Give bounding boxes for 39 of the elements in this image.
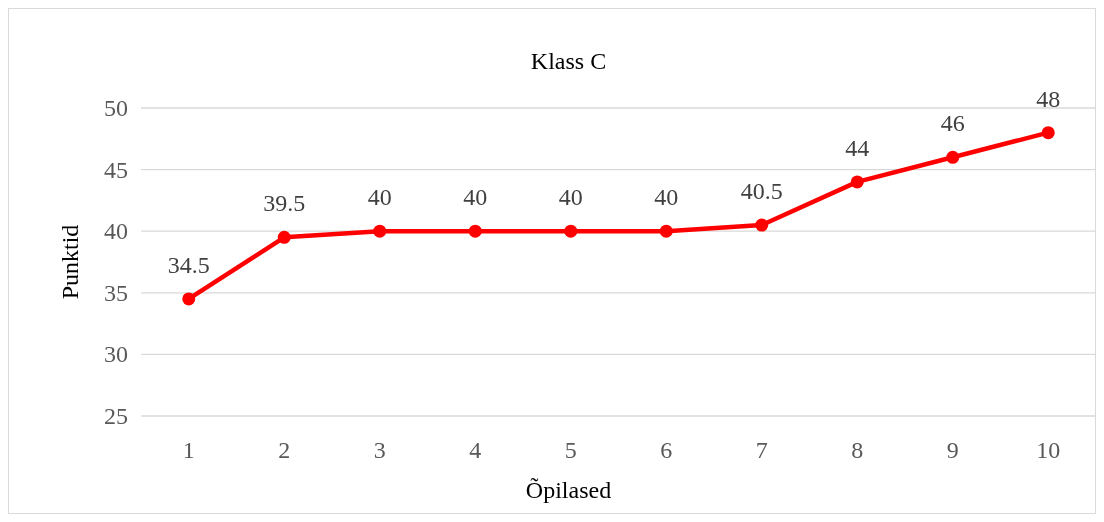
data-label: 40.5 [740, 178, 783, 205]
y-tick-label: 50 [104, 95, 128, 121]
y-tick-label: 35 [104, 279, 128, 306]
point [564, 224, 578, 238]
point [946, 150, 960, 164]
point [755, 218, 769, 232]
point [373, 224, 387, 238]
x-tick-label: 8 [851, 437, 864, 463]
x-tick-label: 2 [278, 437, 291, 463]
data-label: 46 [940, 110, 965, 137]
x-tick-label: 10 [1036, 437, 1061, 463]
x-tick-label: 4 [469, 437, 482, 463]
x-tick-label: 5 [564, 437, 577, 463]
point [659, 224, 673, 238]
y-axis-title: Punktid [57, 224, 83, 300]
data-label: 40 [558, 184, 583, 211]
x-tick-label: 7 [755, 437, 768, 463]
data-label: 44 [845, 134, 870, 161]
point [182, 292, 196, 306]
chart-title: Klass C [530, 48, 607, 74]
y-tick-label: 40 [104, 218, 128, 245]
data-label: 34.5 [167, 251, 210, 278]
data-label: 40 [463, 184, 488, 211]
y-tick-label: 25 [104, 403, 128, 429]
point [277, 230, 291, 244]
data-label: 39.5 [263, 190, 306, 217]
x-tick-label: 1 [182, 437, 195, 463]
data-label: 40 [654, 184, 679, 211]
y-tick-label: 30 [104, 341, 128, 368]
point [850, 175, 864, 189]
point [1041, 126, 1055, 140]
data-label: 40 [367, 184, 392, 211]
x-tick-label: 6 [660, 437, 673, 463]
y-tick-label: 45 [104, 156, 128, 183]
x-tick-label: 9 [946, 437, 959, 463]
x-tick-label: 3 [373, 437, 386, 463]
point [468, 224, 482, 238]
data-label: 48 [1036, 85, 1061, 112]
x-axis-title: Õpilased [525, 477, 612, 503]
